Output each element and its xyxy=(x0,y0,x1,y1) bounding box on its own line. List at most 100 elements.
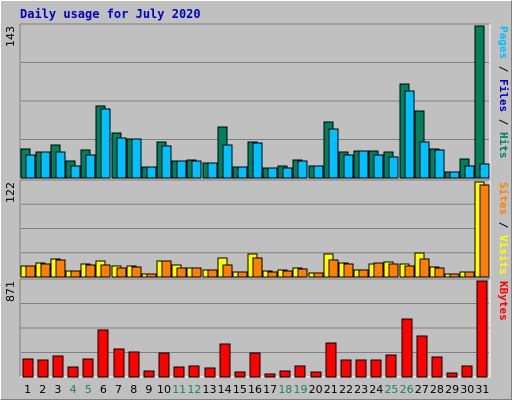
visits-sites-bar-sites xyxy=(479,184,490,278)
hits-files-pages-bar-files xyxy=(328,128,339,179)
visits-sites-bar-sites xyxy=(176,267,187,278)
visits-sites-bar-sites xyxy=(343,263,354,278)
x-tick-label-day: 4 xyxy=(70,383,77,396)
kbytes-bar-kbytes xyxy=(82,358,94,378)
kbytes-bar-kbytes xyxy=(249,352,261,378)
x-tick-label-day: 8 xyxy=(130,383,137,396)
visits-sites-side-label: Sites / Visits xyxy=(497,182,510,275)
x-tick-label-day: 21 xyxy=(324,383,338,396)
x-tick-label-day: 19 xyxy=(293,383,307,396)
x-tick-label-day: 24 xyxy=(369,383,383,396)
kbytes-bar-kbytes xyxy=(204,367,216,378)
kbytes-bar-kbytes xyxy=(370,359,382,378)
x-tick-label-day: 11 xyxy=(172,383,186,396)
hits-files-pages-bar-files xyxy=(267,167,278,179)
hits-files-pages-side-label-part: / xyxy=(497,59,510,79)
visits-sites-bar-sites xyxy=(222,264,233,278)
kbytes-bar-kbytes xyxy=(461,365,473,378)
visits-sites-bar-sites xyxy=(252,257,263,278)
kbytes-bar-kbytes xyxy=(446,372,458,378)
kbytes-bar-kbytes xyxy=(113,348,125,378)
kbytes-bar-kbytes xyxy=(219,343,231,378)
x-tick-label-day: 27 xyxy=(415,383,429,396)
kbytes-bar-kbytes xyxy=(188,365,200,378)
hits-files-pages-bar-files xyxy=(373,154,384,179)
x-tick-label-day: 1 xyxy=(24,383,31,396)
hits-files-pages-bar-files xyxy=(131,138,142,179)
kbytes-bar-kbytes xyxy=(310,371,322,378)
kbytes-bar-kbytes xyxy=(340,359,352,378)
visits-sites-ymax-label: 122 xyxy=(4,182,17,203)
hits-files-pages-ymax-label: 143 xyxy=(4,26,17,47)
visits-sites-bar-sites xyxy=(237,271,248,278)
hits-files-pages-bar-files xyxy=(207,162,218,179)
x-tick-label-day: 15 xyxy=(233,383,247,396)
hits-files-pages-bar-files xyxy=(146,166,157,179)
hits-files-pages-bar-files xyxy=(100,108,111,179)
x-tick-label-day: 10 xyxy=(157,383,171,396)
visits-sites-bar-sites xyxy=(449,273,460,278)
visits-sites-bar-sites xyxy=(161,260,172,278)
visits-sites-side-label-part: Visits xyxy=(497,235,510,275)
hits-files-pages-side-label-part: Hits xyxy=(497,132,510,159)
kbytes-bar-kbytes xyxy=(401,318,413,378)
visits-sites-bar-sites xyxy=(313,272,324,278)
kbytes-bar-kbytes xyxy=(52,355,64,378)
visits-sites-side-label-part: / xyxy=(497,215,510,235)
hits-files-pages-bar-files xyxy=(116,137,127,179)
hits-files-pages-bar-files xyxy=(40,151,51,179)
visits-sites-bar-sites xyxy=(55,259,66,278)
hits-files-pages-bar-files xyxy=(419,141,430,179)
visits-sites-bar-sites xyxy=(146,273,157,278)
visits-sites-bar-sites xyxy=(100,264,111,278)
hits-files-pages-bar-files xyxy=(282,167,293,179)
x-tick-label-day: 14 xyxy=(218,383,232,396)
x-tick-label-day: 6 xyxy=(100,383,107,396)
visits-sites-bar-sites xyxy=(373,262,384,278)
visits-sites-bar-sites xyxy=(40,263,51,278)
hits-files-pages-bar-files xyxy=(55,151,66,179)
kbytes-bar-kbytes xyxy=(294,365,306,378)
hits-files-pages-bar-files xyxy=(343,154,354,179)
visits-sites-bar-sites xyxy=(464,271,475,278)
visits-sites-bar-sites xyxy=(328,259,339,278)
hits-files-pages-side-label-part: Pages xyxy=(497,26,510,59)
x-tick-label-day: 12 xyxy=(187,383,201,396)
visits-sites-bar-sites xyxy=(404,265,415,278)
hits-files-pages-bar-files xyxy=(176,160,187,179)
kbytes-side-label: KBytes xyxy=(497,281,510,321)
x-tick-label-day: 18 xyxy=(278,383,292,396)
hits-files-pages-bar-files xyxy=(25,154,36,179)
kbytes-bar-kbytes xyxy=(37,359,49,378)
hits-files-pages-bar-files xyxy=(404,90,415,179)
visits-sites-bar-sites xyxy=(388,263,399,278)
visits-sites-bar-sites xyxy=(116,267,127,278)
visits-sites-side-label-part: Sites xyxy=(497,182,510,215)
x-tick-label-day: 7 xyxy=(115,383,122,396)
kbytes-bar-kbytes xyxy=(431,356,443,378)
x-tick-label-day: 2 xyxy=(39,383,46,396)
hits-files-pages-bar-files xyxy=(70,165,81,179)
hits-files-pages-bar-hits xyxy=(474,25,485,179)
visits-sites-bar-sites xyxy=(25,265,36,278)
kbytes-bar-kbytes xyxy=(158,352,170,378)
kbytes-bar-kbytes xyxy=(97,329,109,378)
x-tick-label-day: 13 xyxy=(203,383,217,396)
hits-files-pages-bar-files xyxy=(85,154,96,179)
x-tick-label-day: 9 xyxy=(145,383,152,396)
kbytes-bar-kbytes xyxy=(279,370,291,378)
x-tick-label-day: 17 xyxy=(263,383,277,396)
hits-files-pages-bar-files xyxy=(313,165,324,179)
kbytes-bar-kbytes xyxy=(355,359,367,378)
kbytes-bar-kbytes xyxy=(143,370,155,378)
kbytes-bar-kbytes xyxy=(173,366,185,378)
visits-sites-bar-sites xyxy=(419,258,430,278)
visits-sites-bar-sites xyxy=(434,267,445,278)
hits-files-pages-bar-files xyxy=(449,171,460,179)
hits-files-pages-side-label-part: Files xyxy=(497,79,510,112)
x-tick-label-day: 22 xyxy=(339,383,353,396)
kbytes-bar-kbytes xyxy=(476,280,488,378)
x-tick-label-day: 3 xyxy=(54,383,61,396)
kbytes-bar-kbytes xyxy=(416,335,428,378)
